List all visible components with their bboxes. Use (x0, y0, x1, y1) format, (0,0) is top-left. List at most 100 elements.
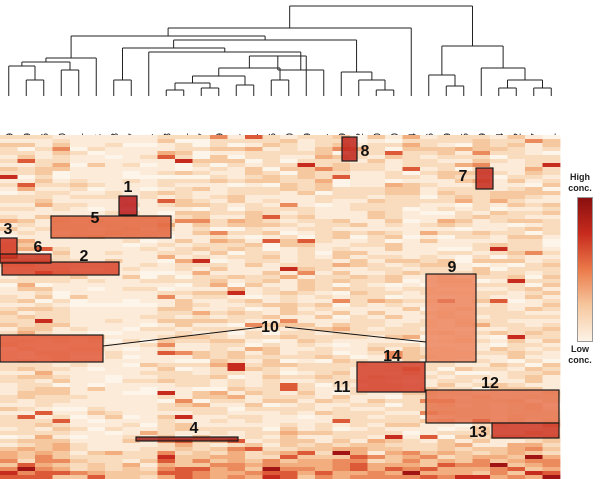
heatmap-cell (332, 315, 351, 320)
heatmap-cell (437, 427, 456, 432)
heatmap-cell (297, 395, 316, 400)
heatmap-cell (140, 135, 158, 140)
heatmap-cell (192, 311, 211, 316)
heatmap-cell (0, 203, 18, 208)
heatmap-cell (35, 251, 53, 256)
heatmap-cell (472, 239, 491, 244)
heatmap-cell (70, 295, 88, 300)
heatmap-cell (437, 251, 456, 256)
heatmap-cell (297, 211, 316, 216)
heatmap-cell (507, 323, 526, 328)
heatmap-cell (0, 459, 18, 464)
heatmap-cell (17, 443, 36, 448)
heatmap-cell (350, 171, 368, 176)
heatmap-cell (0, 187, 18, 192)
heatmap-cell (262, 255, 281, 260)
heatmap-cell (297, 367, 316, 372)
heatmap-cell (70, 407, 88, 412)
heatmap-cell (507, 311, 526, 316)
heatmap-cell (210, 363, 228, 368)
heatmap-cell (175, 139, 193, 144)
heatmap-cell (17, 235, 36, 240)
heatmap-cell (350, 203, 368, 208)
heatmap-cell (17, 147, 36, 152)
heatmap-cell (52, 247, 71, 252)
heatmap-cell (490, 319, 508, 324)
heatmap-cell (402, 227, 421, 232)
heatmap-cell (315, 207, 333, 212)
heatmap-cell (297, 283, 316, 288)
heatmap-cell (105, 275, 123, 280)
heatmap-cell (262, 375, 281, 380)
heatmap-cell (280, 151, 298, 156)
heatmap-cell (35, 195, 53, 200)
heatmap-cell (175, 371, 193, 376)
heatmap-cell (17, 375, 36, 380)
heatmap-cell (385, 351, 403, 356)
heatmap-cell (0, 159, 18, 164)
heatmap-cell (140, 383, 158, 388)
heatmap-cell (210, 331, 228, 336)
heatmap-cell (192, 155, 211, 160)
heatmap-cell (227, 147, 246, 152)
heatmap-cell (472, 347, 491, 352)
heatmap-cell (227, 415, 246, 420)
heatmap-cell (35, 203, 53, 208)
heatmap-cell (262, 263, 281, 268)
heatmap-cell (402, 171, 421, 176)
heatmap-cell (385, 459, 403, 464)
heatmap-cell (262, 407, 281, 412)
heatmap-cell (332, 195, 351, 200)
heatmap-cell (385, 419, 403, 424)
heatmap-cell (350, 415, 368, 420)
heatmap-cell (385, 279, 403, 284)
heatmap-cell (245, 215, 263, 220)
heatmap-cell (245, 351, 263, 356)
heatmap-cell (210, 315, 228, 320)
heatmap-cell (175, 275, 193, 280)
heatmap-cell (35, 243, 53, 248)
heatmap-cell (140, 451, 158, 456)
heatmap-cell (297, 415, 316, 420)
heatmap-cell (332, 467, 351, 472)
heatmap-cell (315, 211, 333, 216)
heatmap-cell (122, 375, 141, 380)
heatmap-cell (455, 435, 473, 440)
heatmap-cell (17, 239, 36, 244)
heatmap-cell (280, 283, 298, 288)
heatmap-cell (140, 207, 158, 212)
heatmap-cell (262, 251, 281, 256)
heatmap-cell (332, 231, 351, 236)
heatmap-cell (367, 175, 386, 180)
heatmap-cell (402, 323, 421, 328)
heatmap-cell (332, 439, 351, 444)
heatmap-cell (122, 327, 141, 332)
heatmap-cell (437, 259, 456, 264)
heatmap-cell (297, 239, 316, 244)
heatmap-cell (140, 139, 158, 144)
heatmap-cell (472, 443, 491, 448)
heatmap-cell (175, 331, 193, 336)
cluster-label: 13 (469, 424, 487, 441)
heatmap-cell (227, 255, 246, 260)
heatmap-cell (157, 303, 176, 308)
heatmap-cell (210, 139, 228, 144)
heatmap-cell (245, 459, 263, 464)
heatmap-cell (35, 307, 53, 312)
heatmap-cell (105, 335, 123, 340)
heatmap-cell (210, 291, 228, 296)
heatmap-cell (140, 463, 158, 468)
heatmap-cell (70, 447, 88, 452)
heatmap-cell (245, 255, 263, 260)
heatmap-cell (507, 263, 526, 268)
heatmap-cell (157, 395, 176, 400)
heatmap-cell (210, 463, 228, 468)
heatmap-cell (280, 171, 298, 176)
heatmap-cell (157, 355, 176, 360)
heatmap-cell (367, 167, 386, 172)
heatmap-cell (542, 299, 561, 304)
heatmap-cell (175, 263, 193, 268)
heatmap-cell (385, 407, 403, 412)
heatmap-cell (122, 183, 141, 188)
heatmap-cell (507, 307, 526, 312)
